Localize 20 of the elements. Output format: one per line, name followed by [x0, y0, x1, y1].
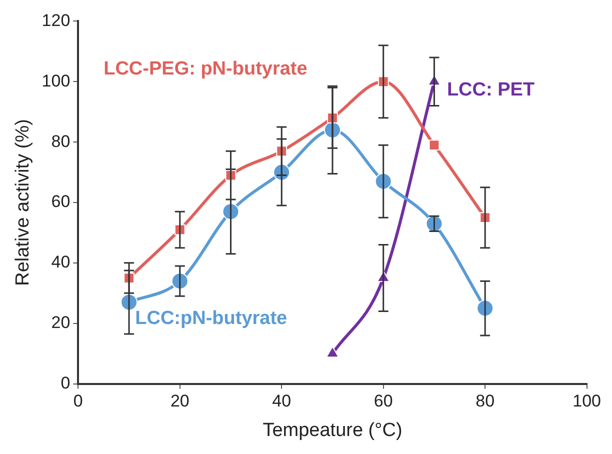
x-tick-label: 100 [572, 392, 602, 411]
y-tick-label: 60 [51, 192, 70, 212]
series-label: LCC: PET [446, 79, 535, 100]
point [428, 140, 440, 151]
y-tick-label: 100 [42, 71, 70, 90]
series-label: LCC:pN-butyrate [135, 308, 288, 329]
y-tick-label: 40 [51, 252, 70, 272]
x-tick-label: 20 [170, 392, 190, 411]
x-tick-label: 80 [476, 392, 495, 411]
x-tick-label: 60 [374, 392, 393, 411]
x-axis-title: Tempeature (°C) [262, 420, 402, 441]
point [426, 215, 443, 232]
x-tick-label: 0 [73, 392, 83, 411]
x-tick-label: 40 [272, 392, 292, 411]
text: LCC-PEG: pN-butyrate [104, 58, 308, 80]
y-tick-label: 80 [51, 132, 70, 151]
y-tick-label: 0 [60, 373, 70, 392]
y-tick-label: 120 [42, 10, 70, 30]
y-axis-title: Relative activity (%) [12, 119, 34, 286]
y-tick-label: 20 [51, 313, 70, 332]
